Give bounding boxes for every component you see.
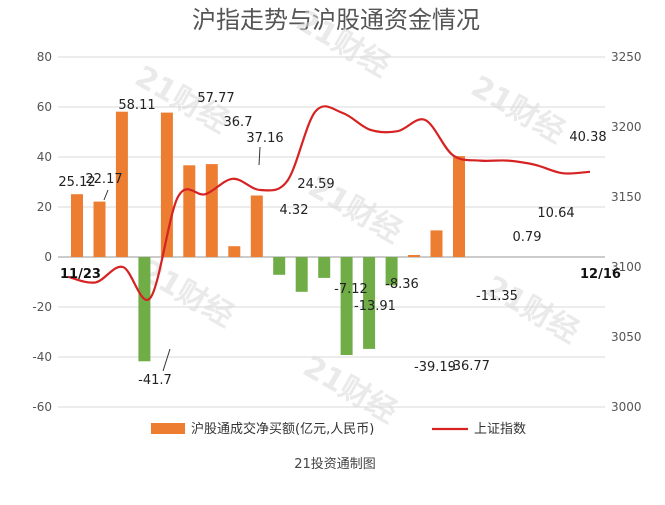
bar	[453, 156, 465, 257]
label-leader	[103, 189, 109, 201]
bar-series	[71, 111, 465, 362]
data-label: 24.59	[297, 177, 334, 192]
data-label: 36.7	[224, 115, 253, 130]
bar	[385, 257, 398, 286]
bar	[205, 164, 218, 257]
bar	[115, 111, 128, 257]
data-label: 25.12	[58, 175, 95, 190]
y-tick-right: 3000	[611, 400, 642, 414]
data-label: 10.64	[537, 206, 574, 221]
label-leader	[162, 348, 171, 372]
bar	[250, 195, 263, 257]
y-tick-left: 80	[37, 50, 52, 64]
bar	[183, 165, 196, 258]
data-label: 40.38	[569, 130, 606, 145]
data-label: 37.16	[246, 131, 283, 146]
data-label: 57.77	[197, 91, 234, 106]
bar	[340, 257, 353, 355]
data-label: 22.17	[85, 172, 122, 187]
watermarks: 21财经 21财经 21财经 21财经 21财经 21财经 21财经	[129, 3, 585, 430]
y-tick-right: 3250	[611, 50, 642, 64]
y-tick-right: 3050	[611, 330, 642, 344]
bar	[430, 230, 443, 257]
legend-bar-swatch	[151, 423, 185, 434]
bar	[273, 257, 286, 275]
y-tick-left: -20	[32, 300, 52, 314]
bar	[71, 194, 83, 257]
bar	[363, 257, 376, 349]
label-leader	[258, 146, 261, 166]
data-label: -36.77	[448, 359, 490, 374]
bar	[295, 257, 308, 292]
y-tick-right: 3200	[611, 120, 642, 134]
data-label: -11.35	[476, 289, 518, 304]
line-series	[67, 105, 591, 302]
watermark: 21财经	[465, 69, 571, 150]
x-label-start: 11/23	[60, 267, 101, 282]
chart-title: 沪指走势与沪股通资金情况	[192, 6, 480, 34]
y-tick-right: 3100	[611, 260, 642, 274]
data-label: -8.36	[385, 277, 419, 292]
legend: 沪股通成交净买额(亿元,人民币) 上证指数	[151, 421, 526, 437]
bar	[408, 255, 420, 257]
y-axis-right: 3000 3050 3100 3150 3200 3250	[611, 50, 642, 414]
data-label: 4.32	[280, 203, 309, 218]
y-tick-left: 40	[37, 150, 52, 164]
bar	[138, 257, 151, 362]
y-tick-left: 60	[37, 100, 52, 114]
data-label: -13.91	[354, 299, 396, 314]
data-label: -7.12	[334, 282, 368, 297]
bar	[318, 257, 331, 278]
bar	[228, 246, 241, 257]
watermark: 21财经	[479, 269, 585, 350]
data-label: 58.11	[118, 98, 155, 113]
legend-bar-label: 沪股通成交净买额(亿元,人民币)	[191, 421, 374, 437]
y-tick-left: -60	[32, 400, 52, 414]
y-tick-left: 0	[44, 250, 52, 264]
bar	[93, 201, 106, 257]
y-tick-left: -40	[32, 350, 52, 364]
legend-line-label: 上证指数	[474, 422, 526, 437]
y-axis-left: -60 -40 -20 0 20 40 60 80	[32, 50, 52, 414]
y-tick-right: 3150	[611, 190, 642, 204]
data-label: -41.7	[138, 373, 172, 388]
watermark: 21财经	[297, 349, 403, 430]
index-line	[67, 105, 591, 302]
data-label: 0.79	[513, 230, 542, 245]
source-note: 21投资通制图	[294, 456, 376, 472]
data-label: -39.19	[414, 360, 456, 375]
x-label-end: 12/16	[580, 267, 621, 282]
y-tick-left: 20	[37, 200, 52, 214]
